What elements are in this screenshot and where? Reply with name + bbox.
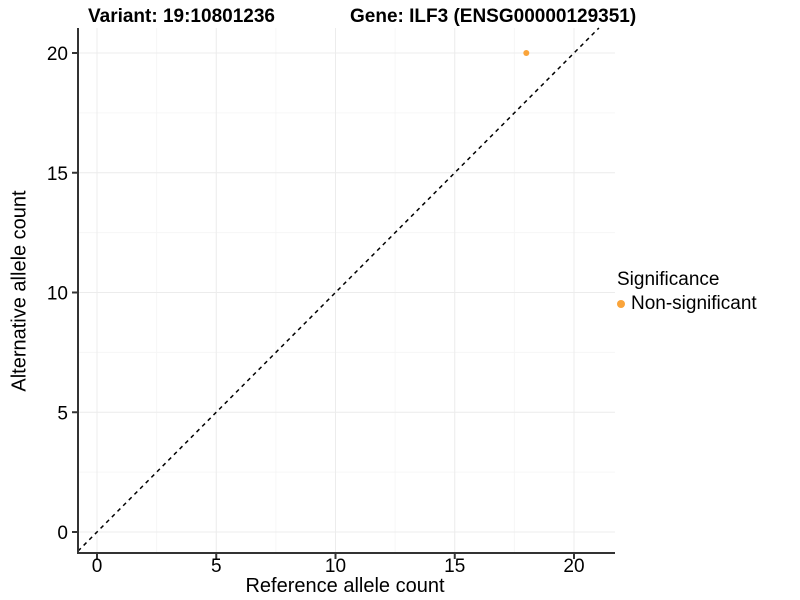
legend-item: Non-significant [617, 293, 757, 315]
legend-title: Significance [617, 269, 720, 290]
data-point [523, 50, 530, 56]
x-tick-label: 0 [92, 556, 103, 577]
y-tick-label: 10 [47, 284, 68, 305]
variant-title: Variant: 19:10801236 [88, 6, 275, 27]
x-tick-label: 15 [444, 556, 465, 577]
y-tick-label: 15 [47, 164, 68, 185]
gene-title: Gene: ILF3 (ENSG00000129351) [350, 6, 637, 27]
y-tick-label: 0 [57, 523, 68, 544]
y-tick-label: 5 [57, 403, 68, 424]
x-tick-label: 10 [325, 556, 346, 577]
legend-point-icon [617, 300, 625, 308]
identity-dashed-line [77, 27, 600, 552]
y-tick-label: 20 [47, 44, 68, 65]
x-tick-label: 5 [211, 556, 222, 577]
legend-item-label: Non-significant [631, 293, 757, 314]
x-tick-label: 20 [563, 556, 584, 577]
x-axis-title: Reference allele count [245, 575, 445, 597]
y-axis-title: Alternative allele count [8, 190, 31, 392]
legend: Significance Non-significant [617, 269, 757, 315]
